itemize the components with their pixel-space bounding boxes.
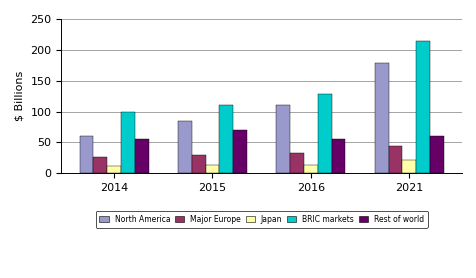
Bar: [429, 136, 443, 173]
Bar: [79, 136, 93, 173]
Bar: [178, 121, 191, 173]
Bar: [402, 160, 416, 173]
Y-axis label: $ Billions: $ Billions: [15, 71, 25, 121]
Bar: [191, 155, 205, 173]
Bar: [121, 111, 134, 173]
Legend: North America, Major Europe, Japan, BRIC markets, Rest of world: North America, Major Europe, Japan, BRIC…: [96, 211, 427, 228]
Bar: [93, 157, 107, 173]
Bar: [416, 41, 429, 173]
Bar: [317, 94, 331, 173]
Bar: [233, 130, 247, 173]
Bar: [388, 146, 402, 173]
Bar: [219, 105, 233, 173]
Bar: [303, 165, 317, 173]
Bar: [289, 153, 303, 173]
Bar: [276, 105, 289, 173]
Bar: [374, 63, 388, 173]
Bar: [205, 165, 219, 173]
Bar: [107, 166, 121, 173]
Bar: [134, 139, 148, 173]
Bar: [331, 139, 345, 173]
